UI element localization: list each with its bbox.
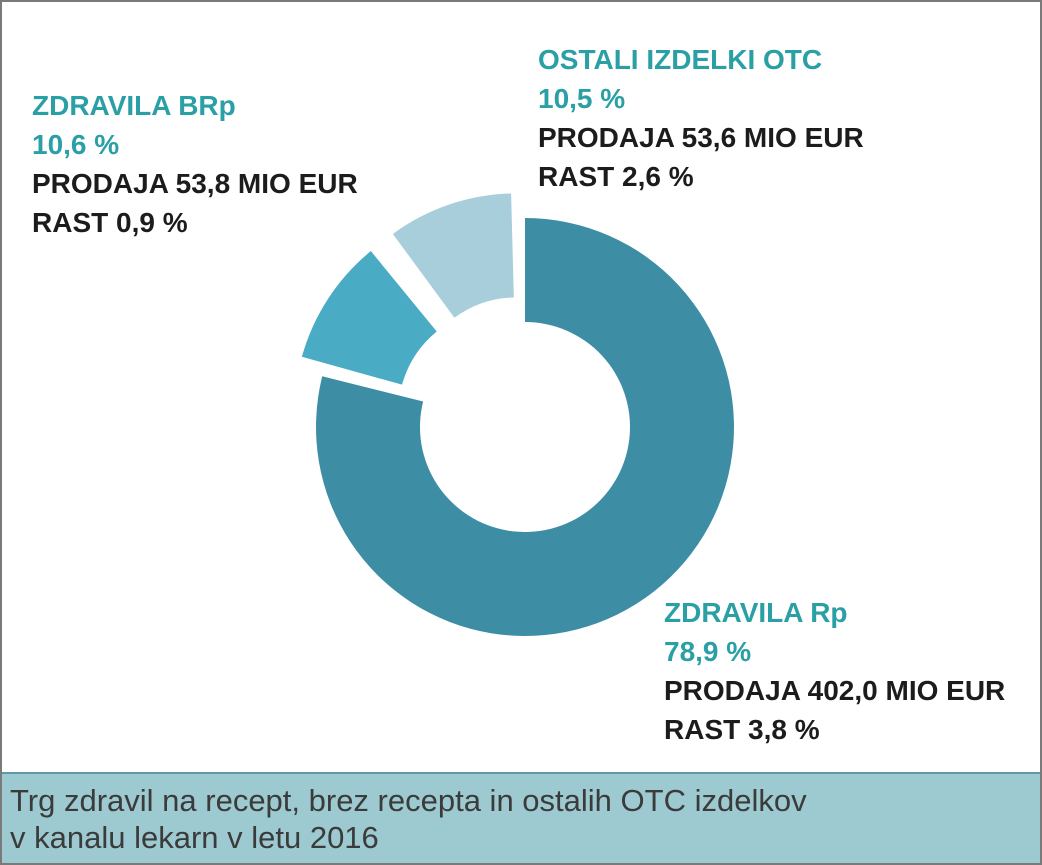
slice-share: 10,5 % xyxy=(538,83,626,114)
slice-sales: PRODAJA 53,8 MIO EUR xyxy=(32,168,358,199)
caption-text: Trg zdravil na recept, brez recepta in o… xyxy=(10,782,807,856)
slice-growth: RAST 3,8 % xyxy=(664,714,820,745)
label-zdravila-brp: ZDRAVILA BRp 10,6 % PRODAJA 53,8 MIO EUR… xyxy=(32,86,358,242)
donut-slice-zdravila-rp xyxy=(316,218,734,636)
slice-sales: PRODAJA 402,0 MIO EUR xyxy=(664,675,1006,706)
slice-sales: PRODAJA 53,6 MIO EUR xyxy=(538,122,864,153)
slice-share: 10,6 % xyxy=(32,129,120,160)
caption-line-2: v kanalu lekarn v letu 2016 xyxy=(10,820,379,855)
donut-slice-zdravila-brp xyxy=(301,251,437,385)
slice-name: OSTALI IZDELKI OTC xyxy=(538,44,823,75)
caption-bar: Trg zdravil na recept, brez recepta in o… xyxy=(2,772,1040,863)
slice-name: ZDRAVILA BRp xyxy=(32,90,236,121)
donut-chart xyxy=(301,193,734,636)
caption-line-1: Trg zdravil na recept, brez recepta in o… xyxy=(10,783,807,818)
slice-name: ZDRAVILA Rp xyxy=(664,597,848,628)
slice-share: 78,9 % xyxy=(664,636,752,667)
label-ostali-izdelki-otc: OSTALI IZDELKI OTC 10,5 % PRODAJA 53,6 M… xyxy=(538,40,864,196)
donut-slice-ostali-izdelki-otc xyxy=(392,193,514,318)
label-zdravila-rp: ZDRAVILA Rp 78,9 % PRODAJA 402,0 MIO EUR… xyxy=(664,593,1005,749)
slice-growth: RAST 0,9 % xyxy=(32,207,188,238)
slice-growth: RAST 2,6 % xyxy=(538,161,694,192)
